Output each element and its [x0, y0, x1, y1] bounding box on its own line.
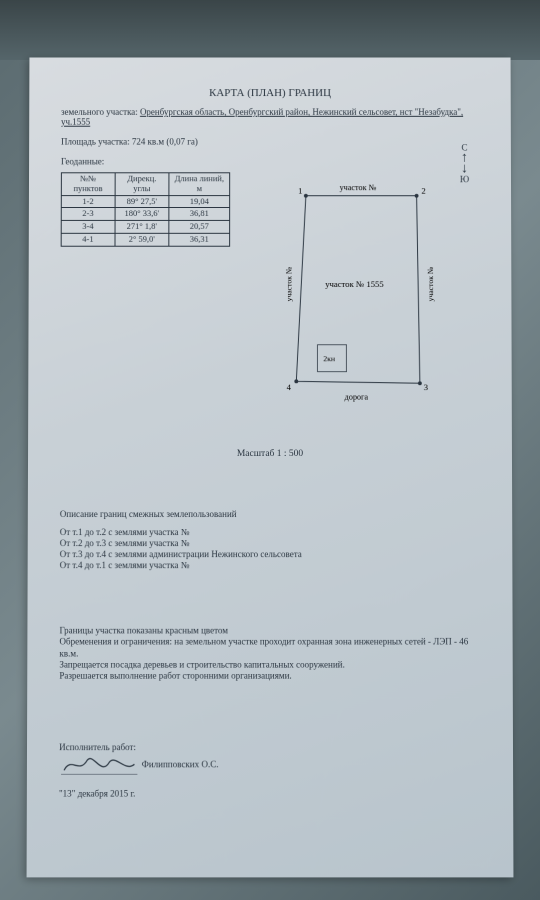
- table-header-row: №№ пунктов Дирекц. углы Длина линий, м: [61, 173, 229, 195]
- note-line: Обременения и ограничения: на земельном …: [59, 637, 480, 660]
- boundary-line: От т.1 до т.2 с землями участка №: [60, 527, 480, 537]
- corner-3: 3: [424, 382, 428, 392]
- subtitle-prefix: земельного участка:: [61, 107, 140, 117]
- compass-arrow-icon: ↑↓: [460, 152, 469, 174]
- boundaries-section: Описание границ смежных землепользований…: [60, 509, 481, 570]
- compass-south: Ю: [460, 175, 469, 185]
- geodata-label: Геоданные:: [61, 156, 479, 166]
- note-line: Разрешается выполнение работ сторонними …: [59, 671, 480, 682]
- label-right: участок №: [426, 267, 435, 302]
- plot-diagram: С ↑↓ Ю 1 2 3 4 участок № участок № участ…: [248, 172, 480, 431]
- corner-1: 1: [298, 186, 302, 196]
- building-label: 2кн: [323, 354, 335, 363]
- scale-label: Масштаб 1 : 500: [60, 449, 480, 459]
- document-page: КАРТА (ПЛАН) ГРАНИЦ земельного участка: …: [27, 57, 514, 877]
- label-bottom: дорога: [345, 393, 369, 402]
- label-top: участок №: [340, 183, 377, 192]
- signature-date: "13" декабря 2015 г.: [59, 789, 481, 799]
- signature-name: Филипповских О.С.: [142, 760, 219, 770]
- boundaries-head: Описание границ смежных землепользований: [60, 509, 480, 519]
- boundary-line: От т.4 до т.1 с землями участка №: [60, 560, 481, 570]
- plot-svg: 1 2 3 4 участок № участок № участок № уч…: [248, 172, 480, 431]
- boundary-line: От т.3 до т.4 с землями администрации Не…: [60, 549, 481, 559]
- background-desk: [0, 0, 540, 60]
- page-title: КАРТА (ПЛАН) ГРАНИЦ: [61, 87, 479, 99]
- table-row: 3-4 271° 1,8' 20,57: [61, 220, 229, 233]
- label-center: участок № 1555: [325, 279, 384, 289]
- th-points: №№ пунктов: [61, 173, 114, 195]
- corner-2: 2: [421, 186, 425, 196]
- compass: С ↑↓ Ю: [460, 143, 469, 185]
- signature-block: Исполнитель работ: Филипповских О.С. "13…: [59, 742, 481, 798]
- subtitle: земельного участка: Оренбургская область…: [61, 107, 479, 127]
- corner-4: 4: [287, 382, 292, 392]
- plot-outline: [296, 196, 420, 384]
- boundary-line: От т.2 до т.3 с землями участка №: [60, 538, 481, 548]
- label-left: участок №: [284, 267, 293, 302]
- signature-scribble-icon: [59, 752, 139, 778]
- th-angles: Дирекц. углы: [115, 173, 169, 195]
- table-row: 2-3 180° 33,6' 36,81: [61, 208, 229, 221]
- signature-role: Исполнитель работ:: [59, 742, 136, 752]
- table-row: 4-1 2° 59,0' 36,31: [61, 233, 229, 246]
- note-line: Границы участка показаны красным цветом: [59, 625, 480, 636]
- geodata-table: №№ пунктов Дирекц. углы Длина линий, м 1…: [61, 172, 231, 246]
- notes-section: Границы участка показаны красным цветом …: [59, 625, 480, 682]
- area-line: Площадь участка: 724 кв.м (0,07 га): [61, 137, 479, 147]
- note-line: Запрещается посадка деревьев и строитель…: [59, 659, 480, 670]
- th-lengths: Длина линий, м: [169, 173, 230, 195]
- table-row: 1-2 89° 27,5' 19,04: [61, 195, 229, 208]
